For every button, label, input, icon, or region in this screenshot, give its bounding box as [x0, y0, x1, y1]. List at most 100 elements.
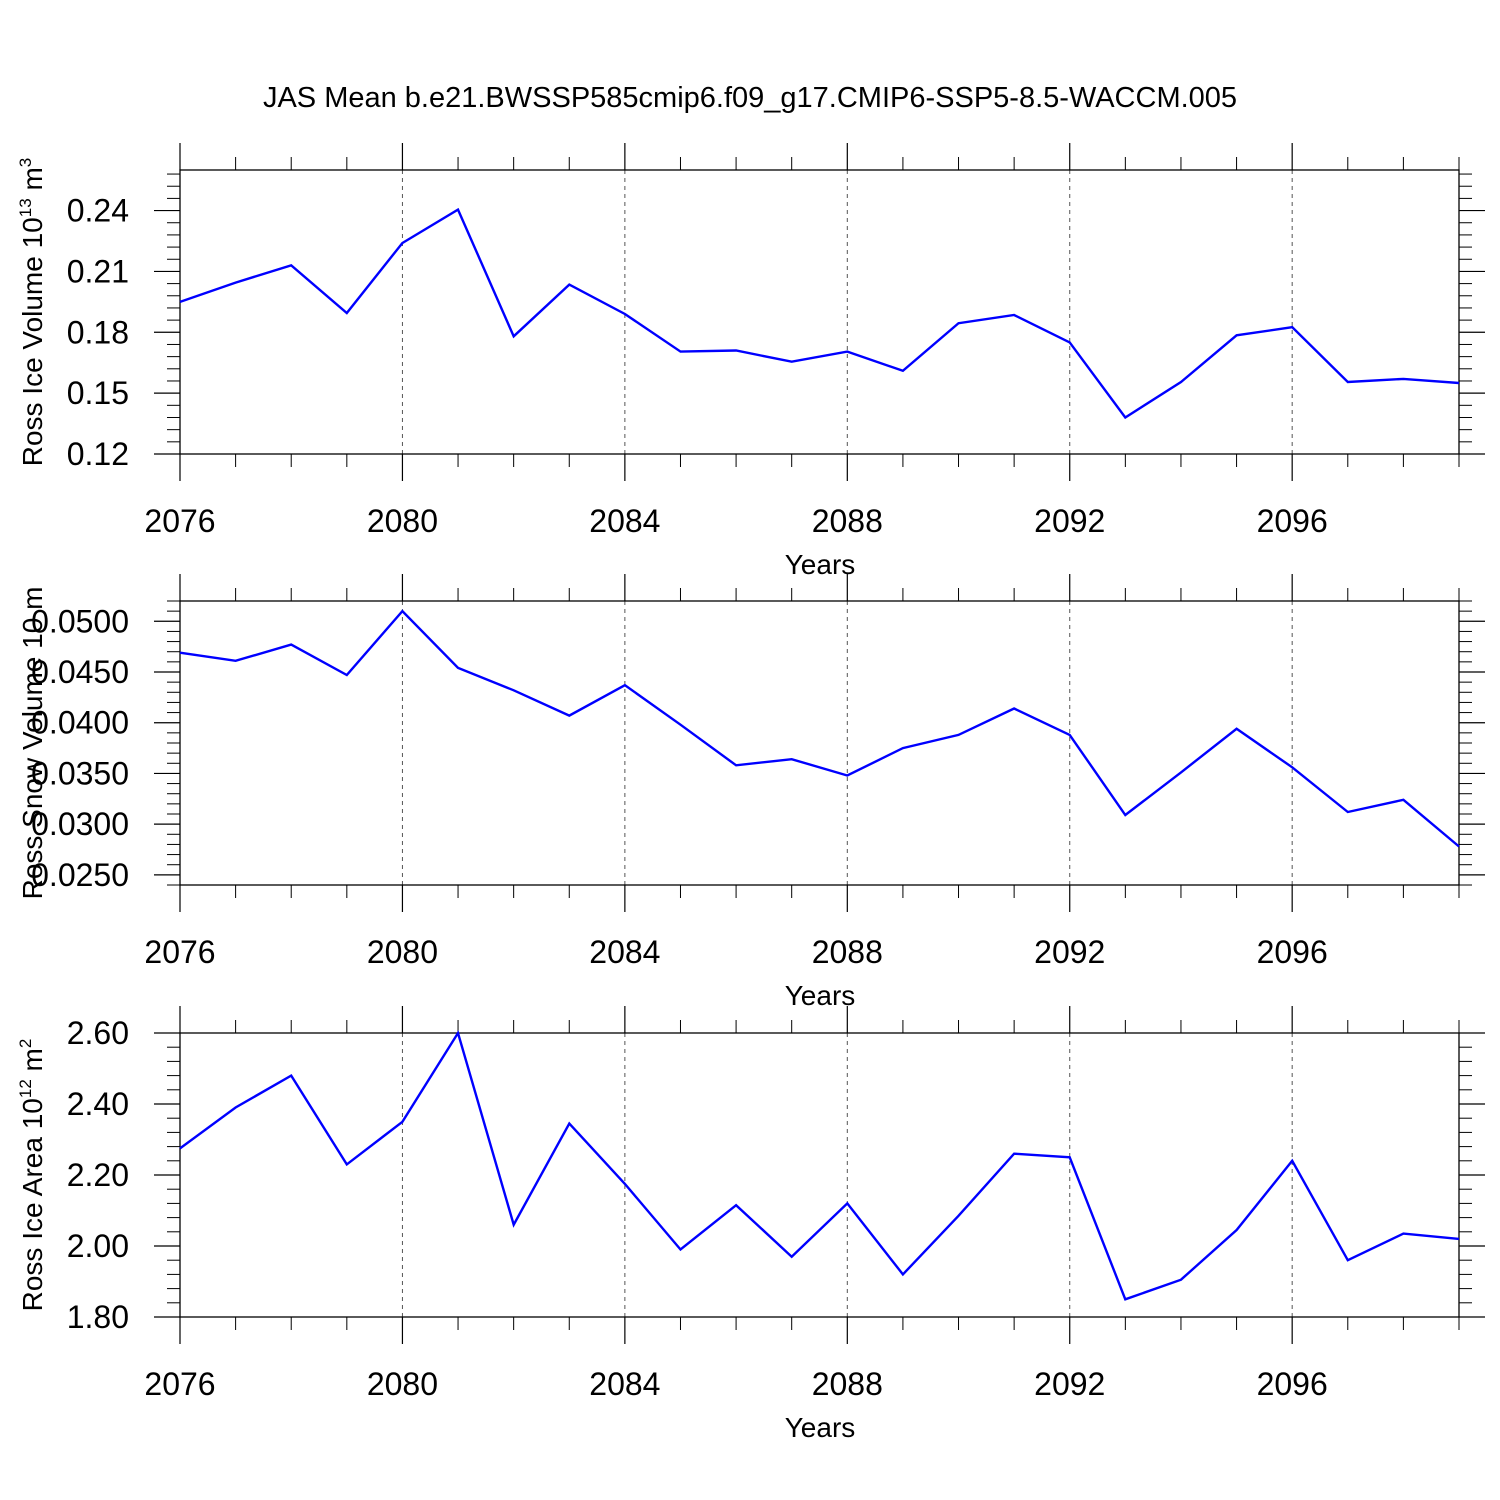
x-tick-label: 2084: [589, 934, 660, 970]
data-point: [1179, 380, 1183, 384]
data-point: [289, 1074, 293, 1078]
x-tick-label: 2088: [812, 503, 883, 539]
data-point: [734, 349, 738, 353]
data-point: [1068, 340, 1072, 344]
data-point: [1457, 1237, 1461, 1241]
data-point: [1179, 1278, 1183, 1282]
x-tick-label: 2096: [1257, 1366, 1328, 1402]
data-point: [957, 1214, 961, 1218]
data-point: [345, 673, 349, 677]
y-tick-label: 0.0450: [31, 654, 129, 690]
x-axis-label: Years: [785, 549, 856, 580]
plot-frame: [179, 600, 1460, 886]
y-tick-label: 0.0400: [31, 705, 129, 741]
data-point: [901, 746, 905, 750]
y-tick-label: 0.24: [67, 193, 129, 229]
data-point: [845, 773, 849, 777]
data-point: [456, 1031, 460, 1035]
data-point: [1012, 707, 1016, 711]
x-axis-label: Years: [785, 1412, 856, 1443]
y-tick-label: 1.80: [67, 1299, 129, 1335]
data-point: [1401, 377, 1405, 381]
data-point: [512, 334, 516, 338]
panel-3: 2076 2080 2084 2088 2092 2096 1.80 2.00 2.20 2.40…: [16, 1006, 1485, 1443]
data-point: [901, 1272, 905, 1276]
data-point: [178, 651, 182, 655]
panel-1: 2076 2080 2084 2088 2092 2096 0.12 0.15 0.18 0.21…: [16, 143, 1485, 580]
data-point: [1457, 844, 1461, 848]
data-point: [1401, 798, 1405, 802]
plot-frame: [179, 169, 1460, 455]
panels: 2076 2080 2084 2088 2092 2096 0.12 0.15 0.18 0.21…: [16, 143, 1485, 1443]
y-tick-label: 2.20: [67, 1157, 129, 1193]
panel-2: 2076 2080 2084 2088 2092 2096 0.0250 0.0300 0.03…: [17, 574, 1485, 1011]
data-point: [790, 360, 794, 364]
x-tick-label: 2092: [1034, 503, 1105, 539]
data-point: [178, 300, 182, 304]
data-point: [567, 1122, 571, 1126]
data-point: [790, 1255, 794, 1259]
data-point: [1346, 810, 1350, 814]
data-point: [456, 208, 460, 212]
x-tick-label: 2080: [367, 1366, 438, 1402]
x-tick-label: 2096: [1257, 934, 1328, 970]
data-point: [456, 666, 460, 670]
data-point: [512, 1223, 516, 1227]
data-point: [678, 723, 682, 727]
data-point: [845, 350, 849, 354]
y-tick-label: 2.00: [67, 1228, 129, 1264]
y-tick-label: 2.60: [67, 1015, 129, 1051]
data-point: [623, 683, 627, 687]
data-point: [289, 643, 293, 647]
x-tick-label: 2076: [144, 934, 215, 970]
data-point: [345, 311, 349, 315]
y-tick-label: 2.40: [67, 1086, 129, 1122]
data-point: [1235, 333, 1239, 337]
data-point: [1235, 1228, 1239, 1232]
y-axis-label: Ross Ice Area 1012 m2: [16, 1039, 48, 1312]
data-point: [678, 1248, 682, 1252]
y-tick-label: 0.12: [67, 436, 129, 472]
x-tick-label: 2092: [1034, 934, 1105, 970]
data-point: [845, 1201, 849, 1205]
x-tick-label: 2084: [589, 503, 660, 539]
y-tick-label: 0.0300: [31, 806, 129, 842]
x-tick-label: 2096: [1257, 503, 1328, 539]
data-point: [623, 312, 627, 316]
data-point: [1290, 1159, 1294, 1163]
y-axis-label: Ross Snow Volume 10 m: [17, 587, 48, 900]
data-point: [567, 714, 571, 718]
data-point: [901, 369, 905, 373]
data-point: [1123, 813, 1127, 817]
y-axis-label: Ross Ice Volume 1013 m3: [16, 158, 48, 467]
y-tick-label: 0.15: [67, 375, 129, 411]
x-tick-label: 2080: [367, 934, 438, 970]
data-point: [1346, 380, 1350, 384]
data-point: [1290, 765, 1294, 769]
series-line: [179, 207, 1460, 420]
data-point: [1457, 381, 1461, 385]
data-point: [623, 1182, 627, 1186]
x-axis-label: Years: [785, 980, 856, 1011]
data-point: [957, 733, 961, 737]
data-point: [1068, 1155, 1072, 1159]
data-point: [1123, 415, 1127, 419]
data-point: [790, 757, 794, 761]
data-point: [1290, 325, 1294, 329]
data-point: [289, 263, 293, 267]
series-line: [179, 1030, 1460, 1301]
figure-title: JAS Mean b.e21.BWSSP585cmip6.f09_g17.CMI…: [263, 82, 1237, 114]
y-tick-label: 0.0500: [31, 603, 129, 639]
data-point: [1123, 1297, 1127, 1301]
x-tick-label: 2080: [367, 503, 438, 539]
data-point: [400, 1120, 404, 1124]
x-tick-label: 2076: [144, 1366, 215, 1402]
x-tick-label: 2088: [812, 1366, 883, 1402]
data-point: [957, 321, 961, 325]
y-tick-label: 0.18: [67, 314, 129, 350]
x-tick-label: 2084: [589, 1366, 660, 1402]
data-point: [234, 1106, 238, 1110]
x-tick-label: 2088: [812, 934, 883, 970]
data-point: [400, 609, 404, 613]
